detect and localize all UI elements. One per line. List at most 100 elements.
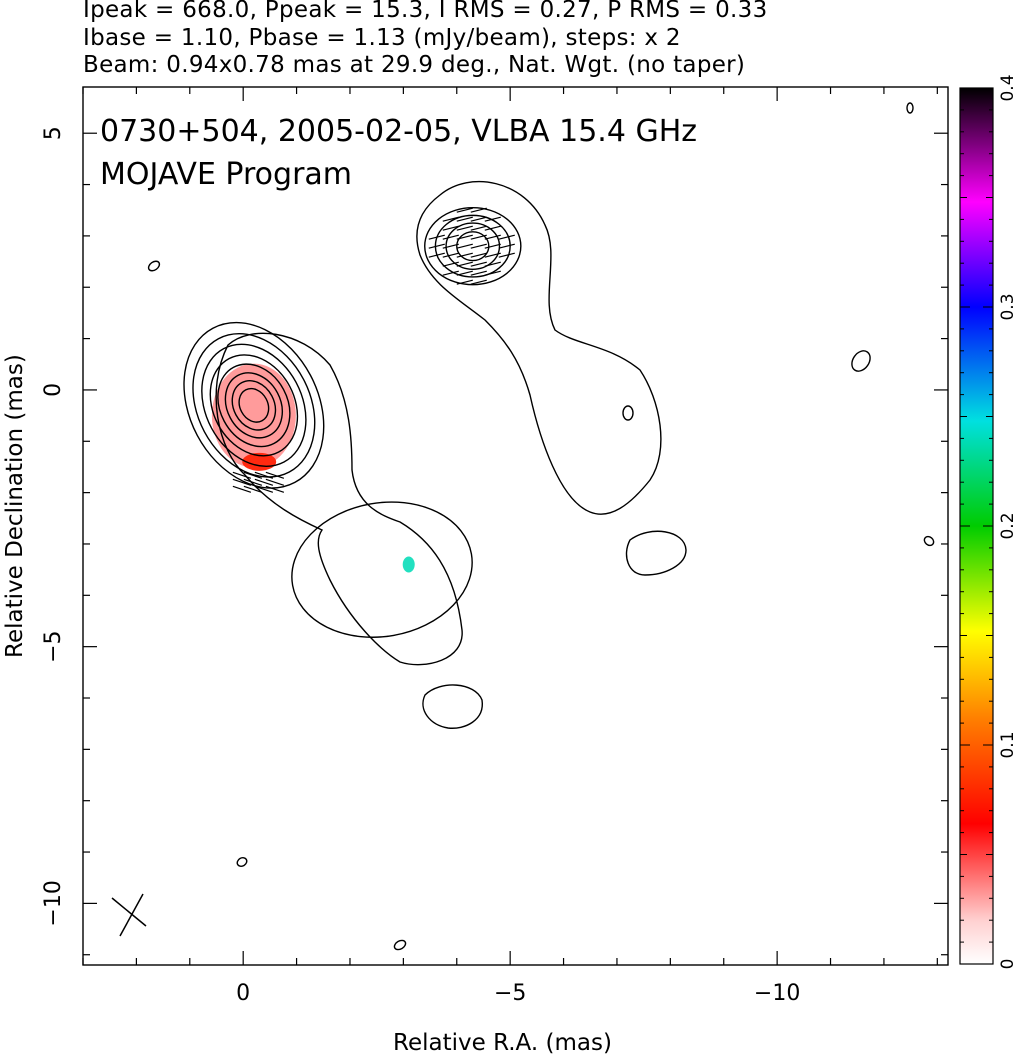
colorbar-tick-label: 0.1 <box>998 731 1018 758</box>
polarization-vector <box>484 234 501 240</box>
header-line-1: Ipeak = 668.0, Ppeak = 15.3, I RMS = 0.2… <box>83 0 768 23</box>
contour-core <box>192 332 316 478</box>
polarization-vector <box>456 252 473 258</box>
y-tick-label: −5 <box>41 630 66 662</box>
polarization-vector <box>442 270 459 276</box>
axis-ticks <box>82 87 948 965</box>
polarization-vector <box>456 225 473 231</box>
polarization-vector <box>442 243 459 249</box>
colorbar-tick-label: 0.2 <box>998 512 1018 539</box>
colorbar-tick-labels: 0 0.1 0.2 0.3 0.4 <box>998 74 1018 969</box>
polarization-vector <box>470 234 487 240</box>
colorbar-ticks <box>960 87 993 965</box>
x-axis-label: Relative R.A. (mas) <box>393 1030 612 1056</box>
contour-jet-knot-south <box>291 501 473 638</box>
colorbar-tick-label: 0.4 <box>998 74 1018 101</box>
polarization-vector <box>470 261 487 267</box>
noise-islet <box>906 102 914 114</box>
contour-core <box>231 380 277 431</box>
outer-contour-north-jet <box>416 180 662 515</box>
contour-jet-knot-north <box>456 231 490 262</box>
polarization-vector <box>498 252 515 258</box>
contour-core <box>217 363 291 448</box>
colorbar-tick-label: 0.3 <box>998 293 1018 320</box>
polarization-vector <box>265 471 285 479</box>
noise-islet <box>236 857 248 867</box>
contour-core <box>183 321 325 489</box>
colorbar-tick-label: 0 <box>998 959 1018 970</box>
header-line-3: Beam: 0.94x0.78 mas at 29.9 deg., Nat. W… <box>83 52 746 78</box>
noise-islet <box>923 535 935 547</box>
axis-tick-labels: 0 −5 −10 5 0 −5 −10 <box>41 126 800 1006</box>
polarization-vector <box>265 478 285 486</box>
polarization-vector <box>442 216 459 222</box>
polarization-vector <box>456 279 473 285</box>
contour-layer <box>147 102 935 951</box>
contour-core <box>224 372 284 439</box>
x-tick-label: −5 <box>494 981 526 1006</box>
noise-islet <box>622 405 634 421</box>
beam-cross <box>111 893 147 937</box>
polarization-vector <box>254 471 274 479</box>
polarization-vector <box>442 252 459 258</box>
polarization-vector <box>254 485 274 493</box>
contour-core <box>238 387 270 423</box>
polarization-patch <box>211 363 296 468</box>
contour-jet-knot-north <box>424 206 522 286</box>
polarization-vector <box>232 478 252 486</box>
polarization-vector <box>456 261 473 267</box>
polarization-vector <box>484 261 501 267</box>
polarization-vector <box>428 252 445 258</box>
map-layer <box>111 102 935 951</box>
polarization-vector <box>243 471 263 479</box>
polarization-vector <box>456 234 473 240</box>
polarization-vector <box>470 270 487 276</box>
noise-islet <box>393 939 407 951</box>
polarization-vector <box>484 216 501 222</box>
contour-jet-knot-north <box>445 222 501 270</box>
polarization-vector <box>498 243 515 249</box>
polarization-vector <box>470 207 487 213</box>
polarization-vector <box>470 252 487 258</box>
polarization-vector <box>484 243 501 249</box>
program-title: MOJAVE Program <box>100 157 352 192</box>
y-axis-label: Relative Declination (mas) <box>2 354 28 658</box>
polarization-vector <box>498 234 515 240</box>
contour-core <box>209 354 299 457</box>
polarization-vector <box>442 234 459 240</box>
outer-contour-envelope <box>215 332 463 666</box>
polarization-vector <box>254 478 274 486</box>
polarization-vector <box>428 243 445 249</box>
contour-core <box>201 343 307 468</box>
source-title: 0730+504, 2005-02-05, VLBA 15.4 GHz <box>100 114 697 149</box>
polarization-vector <box>243 478 263 486</box>
x-tick-label: −10 <box>754 981 800 1006</box>
polarization-vector <box>232 471 252 479</box>
y-tick-label: 0 <box>41 383 66 397</box>
y-tick-label: −10 <box>41 880 66 926</box>
polarization-vector <box>243 485 263 493</box>
noise-islet <box>851 350 871 372</box>
polarization-vector <box>232 485 252 493</box>
polarization-vector <box>470 243 487 249</box>
polarization-vector <box>456 216 473 222</box>
polarization-vector <box>442 225 459 231</box>
plot-frame <box>82 86 949 966</box>
polarization-vector <box>428 234 445 240</box>
outer-contour-patch-south <box>422 684 483 729</box>
x-tick-label: 0 <box>236 981 250 1006</box>
polarization-vectors <box>232 207 515 493</box>
polarization-vector <box>470 225 487 231</box>
outer-contour-patch-east <box>625 530 687 576</box>
polarization-vector <box>442 261 459 267</box>
polarization-vector <box>470 279 487 285</box>
polarization-vector <box>456 207 473 213</box>
polarization-layer <box>211 363 415 573</box>
polarization-vector <box>456 243 473 249</box>
y-tick-label: 5 <box>41 126 66 140</box>
polarization-patch <box>402 556 415 573</box>
noise-islet <box>147 260 161 272</box>
polarization-vector <box>265 485 285 493</box>
polarization-vector <box>484 270 501 276</box>
